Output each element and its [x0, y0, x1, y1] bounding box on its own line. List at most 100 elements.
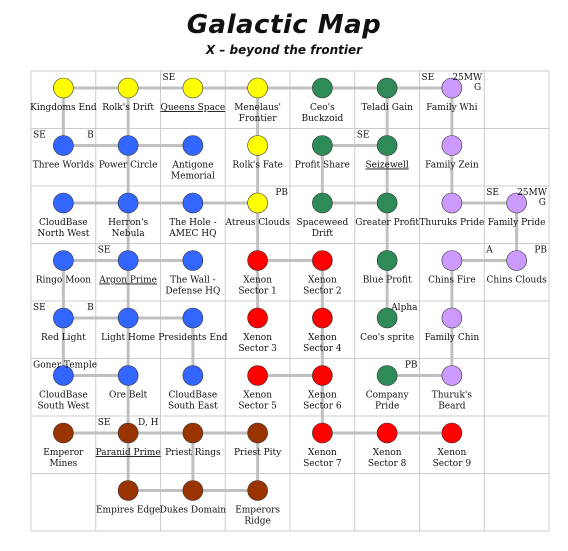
sector-node[interactable] [506, 192, 527, 214]
sector-node[interactable] [312, 250, 333, 271]
sector-empires-edge[interactable]: Empires Edge [96, 480, 160, 516]
sector-rolks-fate[interactable]: Rolk's Fate [232, 135, 283, 171]
sector-node[interactable] [53, 307, 74, 329]
sector-rolks-drift[interactable]: Rolk's Drift [102, 77, 154, 113]
sector-light-home[interactable]: Light Home [101, 307, 155, 343]
sector-node[interactable] [182, 480, 204, 501]
sector-node[interactable] [182, 307, 204, 329]
sector-node[interactable] [247, 192, 268, 214]
sector-chins-clouds[interactable]: Chins Clouds A PB [485, 246, 547, 286]
sector-node[interactable] [247, 77, 268, 99]
sector-node[interactable] [312, 77, 333, 99]
sector-profit-share[interactable]: Profit Share [295, 135, 350, 171]
sector-ringo-moon[interactable]: Ringo Moon [36, 250, 92, 286]
sector-node[interactable] [117, 192, 139, 214]
sector-node[interactable] [247, 422, 268, 444]
sector-menelaus-frontier[interactable]: Menelaus'Frontier [234, 77, 281, 124]
sector-node[interactable] [182, 77, 204, 99]
sector-node[interactable] [182, 192, 204, 214]
sector-atreus-clouds[interactable]: Atreus Clouds PB [225, 188, 291, 228]
sector-node[interactable] [312, 192, 333, 214]
sector-node[interactable] [376, 135, 398, 156]
sector-node[interactable] [117, 422, 139, 444]
sector-node[interactable] [247, 307, 268, 329]
sector-node[interactable] [117, 135, 139, 156]
sector-node[interactable] [182, 135, 204, 156]
sector-the-wall[interactable]: The Wall -Defense HQ [165, 250, 220, 297]
sector-node[interactable] [441, 307, 463, 329]
sector-argon-prime[interactable]: Argon Prime SE [98, 246, 157, 286]
sector-node[interactable] [312, 135, 333, 156]
sector-node[interactable] [376, 365, 398, 386]
sector-node[interactable] [247, 365, 268, 386]
sector-node[interactable] [376, 77, 398, 99]
sector-presidents-end[interactable]: Presidents End [158, 307, 228, 343]
sector-priest-rings[interactable]: Priest Rings [165, 422, 221, 458]
sector-seizewell[interactable]: Seizewell SE [357, 131, 409, 171]
sector-ceos-sprite[interactable]: Ceo's sprite Alpha [360, 303, 418, 343]
sector-node[interactable] [117, 250, 139, 271]
sector-node[interactable] [441, 422, 463, 444]
sector-power-circle[interactable]: Power Circle [99, 135, 158, 171]
sector-node[interactable] [53, 135, 74, 156]
sector-queens-space[interactable]: Queens Space SE [160, 73, 225, 113]
sector-node[interactable] [53, 77, 74, 99]
sector-kingdoms-end[interactable]: Kingdoms End [30, 77, 97, 113]
sector-node[interactable] [376, 192, 398, 214]
sector-family-zein[interactable]: Family Zein [425, 135, 479, 171]
sector-node[interactable] [247, 135, 268, 156]
sector-teladi-gain[interactable]: Teladi Gain [361, 77, 413, 113]
sector-the-hole[interactable]: The Hole -AMEC HQ [168, 192, 217, 239]
sector-node[interactable] [247, 250, 268, 271]
sector-node[interactable] [376, 307, 398, 329]
sector-node[interactable] [117, 77, 139, 99]
sector-node[interactable] [441, 77, 463, 99]
sector-blue-profit[interactable]: Blue Profit [363, 250, 412, 286]
sector-ore-belt[interactable]: Ore Belt [109, 365, 148, 401]
sector-paranid-prime[interactable]: Paranid Prime SE D, H [96, 418, 161, 458]
sector-node[interactable] [53, 422, 74, 444]
sector-priest-pity[interactable]: Priest Pity [234, 422, 282, 458]
sector-node[interactable] [441, 365, 463, 386]
sector-node[interactable] [312, 365, 333, 386]
sector-node[interactable] [53, 192, 74, 214]
sector-node[interactable] [117, 365, 139, 386]
sector-dukes-domain[interactable]: Dukes Domain [160, 480, 227, 516]
sector-node[interactable] [117, 480, 139, 501]
sector-node[interactable] [376, 250, 398, 271]
sector-node[interactable] [441, 192, 463, 214]
sector-node[interactable] [53, 365, 74, 386]
sector-node[interactable] [182, 365, 204, 386]
sector-node[interactable] [376, 422, 398, 444]
sector-node[interactable] [182, 422, 204, 444]
sector-greater-profit[interactable]: Greater Profit [355, 192, 419, 228]
sector-node[interactable] [117, 307, 139, 329]
sector-red-light[interactable]: Red Light SE B [33, 303, 94, 343]
sector-node[interactable] [53, 250, 74, 271]
sector-node[interactable] [441, 250, 463, 271]
sector-node[interactable] [312, 422, 333, 444]
sector-node[interactable] [182, 250, 204, 271]
sector-family-chin[interactable]: Family Chin [425, 307, 480, 343]
sector-node[interactable] [247, 480, 268, 501]
